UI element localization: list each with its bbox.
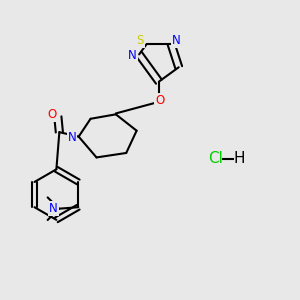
Text: O: O xyxy=(47,108,56,122)
Text: N: N xyxy=(49,202,58,215)
Text: N: N xyxy=(68,131,76,144)
Text: H: H xyxy=(233,152,245,166)
Text: N: N xyxy=(172,34,181,47)
Text: S: S xyxy=(136,34,144,47)
Text: N: N xyxy=(128,50,137,62)
Text: Cl: Cl xyxy=(208,152,223,166)
Text: O: O xyxy=(155,94,164,106)
